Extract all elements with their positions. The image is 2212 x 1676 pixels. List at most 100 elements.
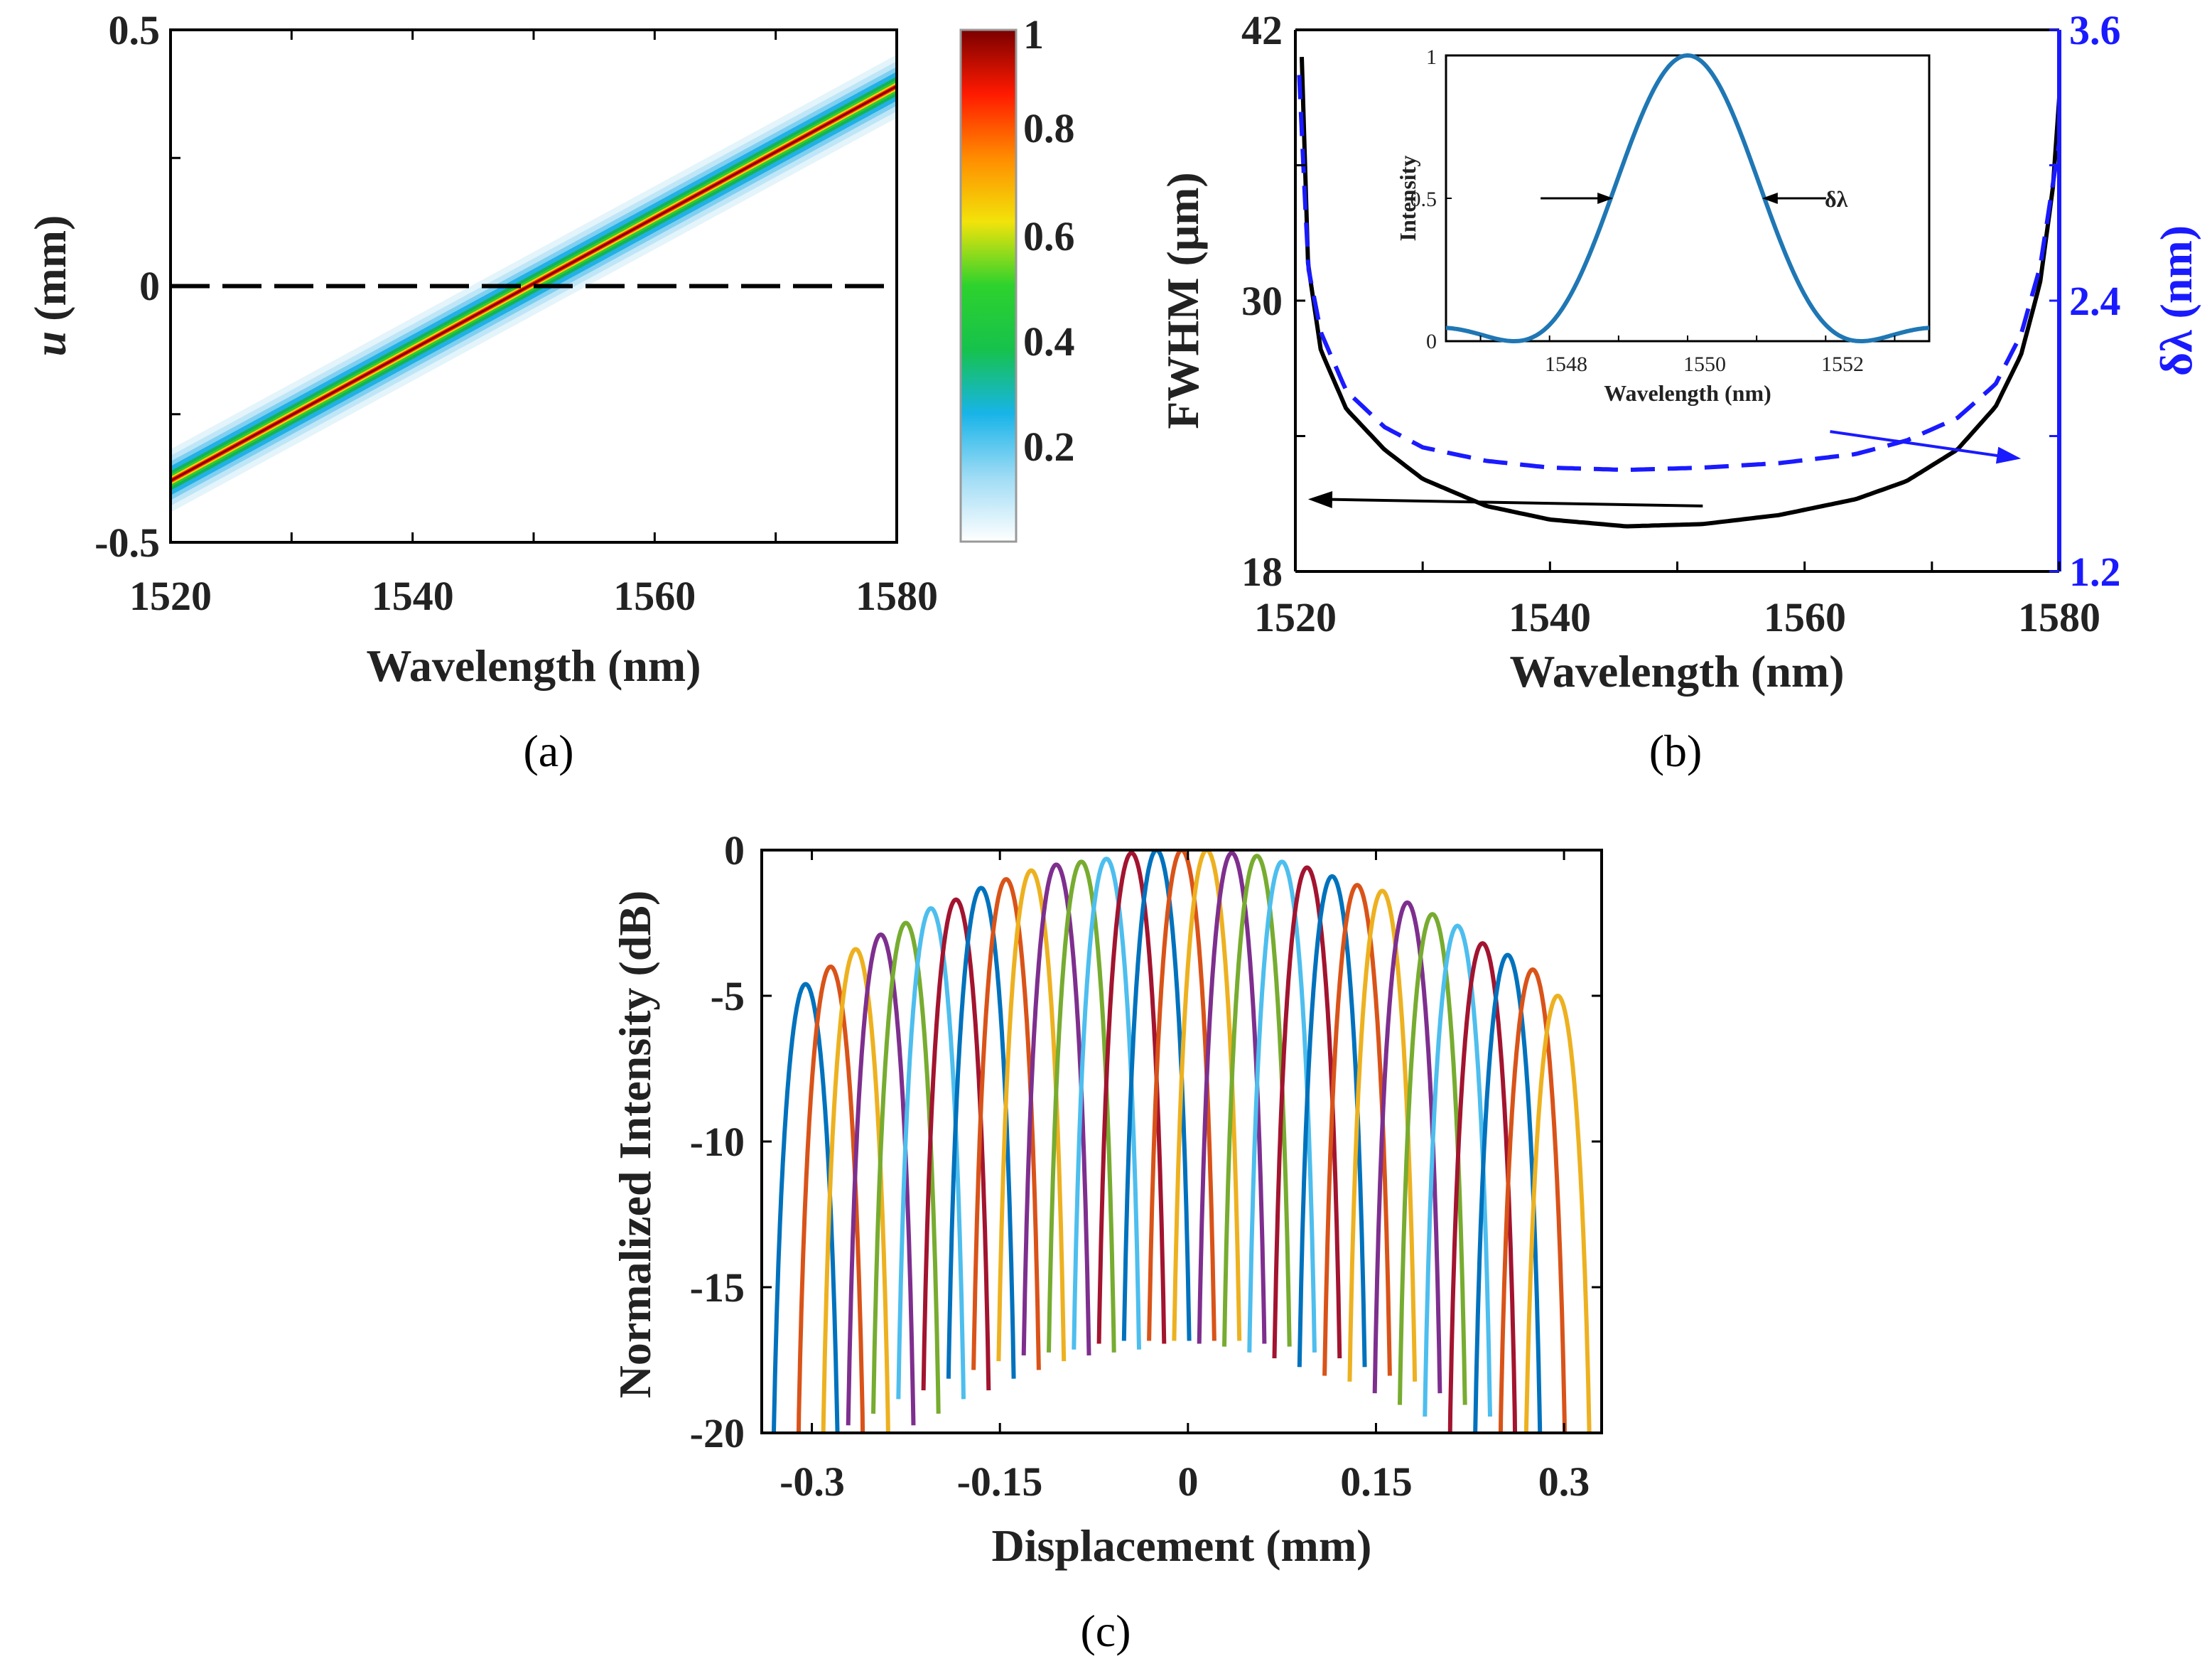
panel-b-arrowhead-right bbox=[1995, 446, 2022, 464]
panel-b-inset: δλ 1548 1550 1552 1 0.5 0 Wavelength (nm… bbox=[1395, 45, 1931, 406]
panel-c-peak-15 bbox=[1121, 850, 1192, 1341]
panel-c-peak-4 bbox=[846, 932, 916, 1426]
inset-x-tick-1550: 1550 bbox=[1683, 353, 1726, 376]
panel-c-peak-16 bbox=[1147, 850, 1216, 1341]
inset-width-label: δλ bbox=[1825, 186, 1848, 212]
panel-b-delta-lambda-line bbox=[1297, 75, 2059, 473]
panel-c-y-tick--5: -5 bbox=[711, 973, 745, 1019]
panel-c-peak-30 bbox=[1498, 967, 1568, 1433]
panel-c-peak-27 bbox=[1423, 923, 1492, 1417]
panel-b-x-tick-1560: 1560 bbox=[1764, 594, 1846, 640]
panel-c-peak-31 bbox=[1523, 993, 1592, 1433]
panel-c-y-ticks: 0 -5 -10 -15 -20 bbox=[690, 827, 745, 1456]
panel-a-y-tick-0.5: 0.5 bbox=[109, 7, 161, 53]
panel-a-colorbar bbox=[959, 28, 1018, 543]
panel-c-x-ticks: -0.3 -0.15 0 0.15 0.3 bbox=[779, 1459, 1590, 1505]
panel-c-peak-11 bbox=[1021, 862, 1091, 1355]
panel-c-x-tick-0.15: 0.15 bbox=[1340, 1459, 1413, 1505]
panel-c-peak-8 bbox=[946, 886, 1016, 1379]
panel-a-x-tick-marks bbox=[169, 28, 898, 544]
panel-c-peak-29 bbox=[1473, 952, 1543, 1433]
panel-a-caption: (a) bbox=[523, 726, 573, 776]
panel-c-tick-marks bbox=[762, 849, 1602, 1434]
panel-a-y-label-symbol: u bbox=[25, 331, 75, 357]
panel-c-peak-14 bbox=[1096, 851, 1167, 1344]
panel-a-intensity-band bbox=[171, 54, 897, 512]
inset-x-tick-1552: 1552 bbox=[1821, 353, 1864, 376]
panel-a-y-ticks: 0.5 0 -0.5 bbox=[95, 7, 160, 566]
panel-a-band-layer-8 bbox=[171, 85, 897, 483]
panel-b-x-tick-1580: 1580 bbox=[2018, 594, 2100, 640]
panel-b-x-label: Wavelength (nm) bbox=[1509, 646, 1844, 697]
panel-a-x-tick-1560: 1560 bbox=[613, 573, 696, 619]
panel-c-x-tick-0: 0 bbox=[1178, 1459, 1199, 1505]
panel-c-y-label: Normalized Intensity (dB) bbox=[610, 891, 660, 1399]
panel-a-x-tick-1520: 1520 bbox=[129, 573, 212, 619]
panel-b-plot-area bbox=[1297, 57, 2059, 529]
panel-a-y-tick-0: 0 bbox=[139, 263, 160, 309]
panel-c-y-tick--10: -10 bbox=[690, 1119, 745, 1165]
panel-b-arrowhead-left bbox=[1307, 490, 1333, 508]
panel-c-peak-22 bbox=[1297, 874, 1367, 1368]
inset-arrowhead-right bbox=[1761, 193, 1778, 204]
panel-b-left-tick-42: 42 bbox=[1241, 7, 1283, 53]
inset-arrowhead-left bbox=[1597, 193, 1614, 204]
panel-b-x-tick-1540: 1540 bbox=[1509, 594, 1591, 640]
panel-c-peak-20 bbox=[1247, 859, 1317, 1353]
inset-intensity-curve bbox=[1445, 53, 1930, 343]
panel-c-peak-24 bbox=[1347, 888, 1418, 1382]
colorbar-tick-1: 1 bbox=[1023, 11, 1044, 58]
panel-b-right-tick-3.6: 3.6 bbox=[2069, 7, 2121, 53]
panel-c-peak-19 bbox=[1222, 854, 1292, 1347]
panel-b-x-ticks: 1520 1540 1560 1580 bbox=[1254, 594, 2100, 640]
panel-c-peak-18 bbox=[1197, 851, 1267, 1344]
panel-b-arrow-right bbox=[1830, 430, 2009, 459]
panel-c-peak-6 bbox=[896, 906, 966, 1400]
inset-y-tick-1: 1 bbox=[1426, 45, 1437, 69]
panel-b-caption: (b) bbox=[1649, 726, 1703, 776]
inset-x-label: Wavelength (nm) bbox=[1604, 380, 1771, 406]
panel-c-peak-1 bbox=[771, 982, 840, 1433]
panel-a-y-label: u (mm) bbox=[25, 215, 75, 357]
inset-y-tick-0: 0 bbox=[1426, 330, 1437, 353]
panel-c-peak-10 bbox=[996, 868, 1067, 1362]
panel-c-peaks bbox=[771, 850, 1592, 1433]
panel-c-peak-5 bbox=[871, 920, 941, 1414]
panel-c-caption: (c) bbox=[1080, 1606, 1131, 1656]
colorbar-tick-0.2: 0.2 bbox=[1023, 424, 1075, 470]
panel-c-x-tick-0.3: 0.3 bbox=[1538, 1459, 1590, 1505]
inset-y-label: Intensity bbox=[1395, 156, 1420, 242]
panel-c-peak-21 bbox=[1272, 865, 1342, 1359]
panel-b-right-tick-2.4: 2.4 bbox=[2069, 278, 2121, 324]
panel-c-y-tick--20: -20 bbox=[690, 1410, 745, 1456]
panel-b-left-y-label: FWHM (μm) bbox=[1158, 172, 1208, 429]
panel-a-x-tick-1540: 1540 bbox=[372, 573, 454, 619]
panel-b-right-tick-1.2: 1.2 bbox=[2069, 549, 2121, 595]
inset-tick-marks bbox=[1446, 55, 1896, 342]
panel-c-y-tick--15: -15 bbox=[690, 1264, 745, 1311]
panel-c-peak-17 bbox=[1172, 850, 1242, 1341]
panel-b-left-y-ticks: 42 30 18 bbox=[1241, 7, 1283, 595]
panel-a-x-ticks: 1520 1540 1560 1580 bbox=[129, 573, 938, 619]
panel-c-peak-7 bbox=[921, 897, 991, 1391]
panel-c-peak-13 bbox=[1072, 856, 1141, 1350]
panel-c-peak-23 bbox=[1322, 883, 1392, 1376]
panel-c-peak-9 bbox=[971, 876, 1041, 1370]
panel-c-peak-26 bbox=[1398, 912, 1467, 1405]
panel-a: 1520 1540 1560 1580 0.5 0 -0.5 Wavelengt… bbox=[25, 7, 1075, 776]
panel-c-peak-2 bbox=[796, 964, 865, 1433]
inset-frame bbox=[1445, 54, 1931, 343]
panel-a-x-tick-1580: 1580 bbox=[856, 573, 938, 619]
panel-a-y-tick--0.5: -0.5 bbox=[95, 520, 160, 566]
colorbar-tick-0.6: 0.6 bbox=[1023, 213, 1075, 259]
panel-b-x-tick-1520: 1520 bbox=[1254, 594, 1337, 640]
colorbar-tick-0.8: 0.8 bbox=[1023, 105, 1075, 151]
panel-c-x-tick--0.15: -0.15 bbox=[957, 1459, 1043, 1505]
panel-b: 1520 1540 1560 1580 42 30 18 3.6 2.4 1.2… bbox=[1158, 7, 2201, 776]
panel-c: -0.3 -0.15 0 0.15 0.3 0 -5 -10 -15 -20 D… bbox=[610, 827, 1603, 1656]
panel-c-peak-25 bbox=[1372, 900, 1442, 1394]
panel-c-peak-28 bbox=[1447, 941, 1518, 1433]
colorbar-tick-0.4: 0.4 bbox=[1023, 318, 1075, 365]
